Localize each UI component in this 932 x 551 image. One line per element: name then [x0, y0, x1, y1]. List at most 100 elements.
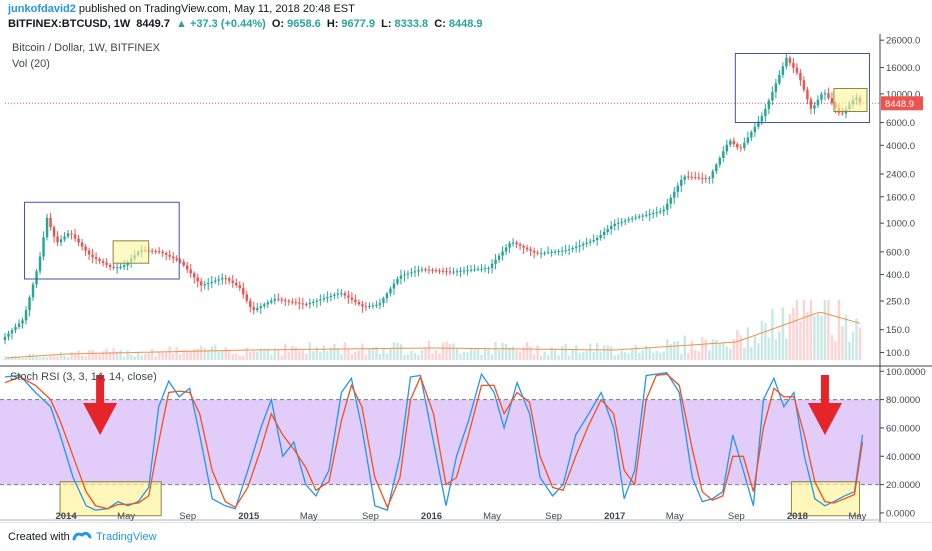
candle-body [536, 252, 539, 254]
volume-bar [574, 345, 578, 360]
volume-bar [841, 326, 844, 360]
volume-bar [21, 358, 24, 360]
volume-bar [420, 350, 424, 360]
volume-bar [680, 354, 683, 360]
volume-bar [350, 354, 354, 360]
candle-body [406, 273, 410, 275]
chart-area[interactable]: Bitcoin / Dollar, 1W, BITFINEX Vol (20) S… [0, 34, 932, 522]
candle-body [515, 242, 518, 245]
candle-body [823, 93, 827, 95]
volume-bar [697, 351, 701, 360]
candle-body [259, 306, 263, 309]
volume-bar [771, 308, 774, 360]
candle-body [291, 301, 294, 303]
candle-body [224, 278, 227, 280]
volume-bar [827, 300, 830, 360]
open-label: O: [271, 18, 285, 30]
volume-bar [522, 346, 525, 360]
candle-body [301, 303, 305, 305]
volume-bar [122, 356, 126, 360]
candle-body [525, 247, 529, 250]
candle-body [634, 217, 637, 219]
volume-bar [378, 354, 382, 360]
volume-bar [126, 350, 129, 360]
time-tick-label: Sep [728, 511, 745, 522]
volume-bar [687, 352, 690, 360]
volume-bar [550, 347, 553, 360]
volume-bar [452, 343, 455, 360]
tradingview-brand-link[interactable]: TradingView [96, 531, 157, 543]
author-link[interactable]: junkofdavid2 [8, 3, 76, 15]
volume-bar [448, 343, 452, 360]
rsi-tick-label: 60.0000 [886, 423, 920, 434]
price-tick-label: 10000.0 [886, 89, 920, 100]
ohlc-line: BITFINEX:BTCUSD, 1W 8449.7 ▲ +37.3 (+0.4… [8, 18, 486, 30]
candle-body [185, 265, 189, 270]
candle-body [38, 256, 42, 272]
volume-bar [736, 330, 739, 360]
volume-label: Vol (20) [12, 58, 50, 70]
candle-body [806, 89, 809, 100]
volume-bar [42, 356, 45, 360]
volume-bar [813, 316, 816, 360]
candle-body [757, 121, 760, 127]
candle-body [322, 298, 326, 300]
volume-bar [515, 350, 518, 360]
price-pane[interactable]: Bitcoin / Dollar, 1W, BITFINEX Vol (20) [0, 34, 880, 366]
volume-bar [462, 351, 466, 360]
volume-bar [662, 351, 665, 360]
volume-bar [28, 354, 31, 360]
stoch-rsi-pane[interactable]: Stoch RSI (3, 3, 14, 14, close) [0, 371, 880, 517]
volume-bar [630, 348, 634, 360]
candle-body [105, 262, 108, 265]
volume-bar [171, 353, 175, 360]
rsi-tick-label: 0.0000 [886, 508, 915, 519]
candle-body [294, 302, 298, 304]
candle-body [718, 157, 722, 165]
volume-bar [266, 349, 270, 360]
candle-body [375, 304, 378, 306]
volume-bar [410, 350, 413, 360]
candle-body [532, 250, 536, 253]
price-tick-label: 400.0 [886, 270, 910, 281]
volume-bar [52, 356, 56, 360]
footer: Created with TradingView [0, 522, 932, 551]
price-tick-label: 16000.0 [886, 63, 920, 74]
candle-body [567, 249, 571, 251]
down-arrow-icon [807, 375, 842, 435]
volume-bar [490, 354, 494, 360]
candle-body [564, 250, 567, 252]
rsi-tick-label: 20.0000 [886, 480, 920, 491]
volume-bar [291, 345, 294, 360]
candle-body [182, 261, 185, 266]
candle-body [673, 191, 676, 198]
volume-ma-line [4, 311, 861, 359]
candle-body [483, 268, 487, 270]
volume-bar [396, 342, 399, 360]
volume-bar [31, 353, 35, 360]
candle-body [10, 330, 14, 334]
volume-bar [17, 356, 21, 360]
candle-body [550, 251, 553, 253]
time-tick-label: 2015 [238, 511, 260, 522]
price-tick-label: 1000.0 [886, 219, 915, 230]
high-label: H: [326, 18, 339, 30]
candle-body [14, 326, 17, 331]
candle-body [417, 270, 420, 272]
volume-bar [508, 347, 511, 360]
volume-bar [119, 349, 122, 360]
volume-bar [91, 350, 94, 360]
candle-body [434, 270, 438, 272]
candle-body [648, 213, 651, 215]
volume-bar [718, 343, 722, 360]
candle-body [52, 227, 56, 237]
volume-bar [476, 348, 480, 360]
candle-body [221, 278, 224, 280]
candle-body [785, 57, 788, 67]
candle-body [245, 294, 249, 301]
candle-body [683, 176, 687, 180]
chart-axes: 100.0 150.0 250.0 400.0 600.0 1000.0 1600.0 240… [0, 34, 932, 522]
candle-body [522, 245, 525, 248]
candle-body [84, 246, 87, 251]
volume-bars [3, 300, 862, 360]
